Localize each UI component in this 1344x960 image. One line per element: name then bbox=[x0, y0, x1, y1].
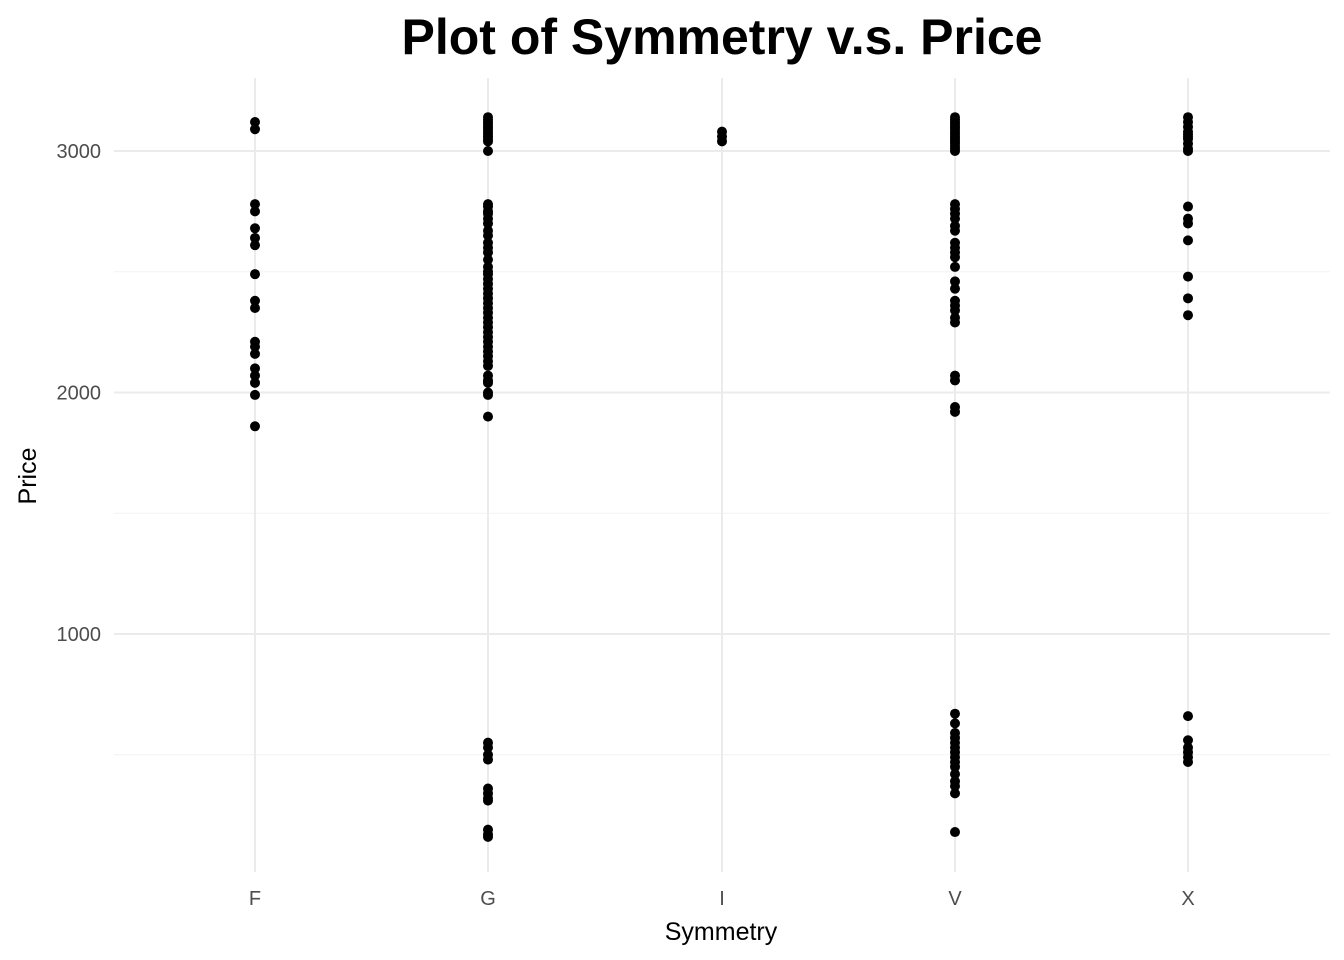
data-point bbox=[950, 146, 960, 156]
data-point bbox=[250, 206, 260, 217]
data-point bbox=[483, 230, 493, 241]
x-tick-label: V bbox=[948, 888, 962, 910]
data-point bbox=[717, 136, 727, 147]
data-point bbox=[250, 240, 260, 251]
data-point bbox=[483, 795, 493, 806]
data-point bbox=[483, 360, 493, 371]
data-point bbox=[250, 377, 260, 388]
data-point bbox=[950, 283, 960, 294]
data-point bbox=[1183, 310, 1193, 321]
data-point bbox=[250, 363, 260, 374]
y-axis-tick-labels: 1000 2000 3000 bbox=[57, 141, 102, 646]
data-point bbox=[250, 117, 260, 128]
data-point bbox=[950, 305, 960, 316]
data-point bbox=[950, 718, 960, 729]
data-point bbox=[950, 708, 960, 719]
data-point bbox=[950, 252, 960, 263]
data-point bbox=[483, 754, 493, 765]
data-point bbox=[950, 375, 960, 386]
data-point bbox=[1183, 735, 1193, 746]
x-axis-title: Symmetry bbox=[665, 918, 778, 946]
data-point bbox=[1183, 218, 1193, 229]
data-point bbox=[250, 302, 260, 313]
data-point bbox=[1183, 293, 1193, 304]
data-point bbox=[483, 389, 493, 400]
data-point bbox=[1183, 711, 1193, 722]
data-point bbox=[950, 225, 960, 236]
data-point bbox=[950, 213, 960, 224]
data-point bbox=[483, 254, 493, 265]
data-point bbox=[250, 341, 260, 352]
data-point bbox=[483, 218, 493, 229]
data-point bbox=[483, 831, 493, 842]
x-tick-label: X bbox=[1181, 888, 1194, 910]
data-point bbox=[250, 421, 260, 432]
chart-title: Plot of Symmetry v.s. Price bbox=[402, 9, 1043, 65]
data-point bbox=[950, 261, 960, 272]
data-point bbox=[250, 232, 260, 243]
data-point bbox=[250, 124, 260, 135]
data-point bbox=[483, 411, 493, 422]
data-point bbox=[483, 146, 493, 156]
data-point bbox=[950, 276, 960, 287]
data-point bbox=[483, 377, 493, 388]
grid-lines bbox=[114, 78, 1330, 872]
data-point bbox=[950, 406, 960, 417]
data-point bbox=[950, 781, 960, 792]
data-point bbox=[1183, 235, 1193, 246]
data-point bbox=[483, 247, 493, 258]
data-point bbox=[1183, 201, 1193, 212]
data-point bbox=[1183, 756, 1193, 767]
data-point bbox=[950, 769, 960, 780]
y-axis-title: Price bbox=[14, 448, 42, 505]
data-points bbox=[250, 112, 1193, 842]
data-point bbox=[483, 742, 493, 753]
x-tick-label: F bbox=[249, 888, 261, 910]
x-tick-label: I bbox=[719, 888, 725, 910]
y-tick-label: 2000 bbox=[57, 383, 102, 405]
data-point bbox=[250, 370, 260, 381]
data-point bbox=[250, 223, 260, 234]
data-point bbox=[250, 348, 260, 359]
data-point bbox=[250, 295, 260, 306]
y-tick-label: 3000 bbox=[57, 141, 102, 163]
data-point bbox=[250, 199, 260, 210]
data-point bbox=[950, 317, 960, 328]
data-point bbox=[1183, 146, 1193, 156]
data-point bbox=[250, 269, 260, 280]
data-point bbox=[1183, 271, 1193, 282]
data-point bbox=[950, 788, 960, 799]
data-point bbox=[483, 136, 493, 147]
data-point bbox=[250, 389, 260, 400]
y-tick-label: 1000 bbox=[57, 624, 102, 646]
data-point bbox=[950, 827, 960, 838]
data-point bbox=[950, 761, 960, 772]
x-tick-label: G bbox=[480, 888, 496, 910]
